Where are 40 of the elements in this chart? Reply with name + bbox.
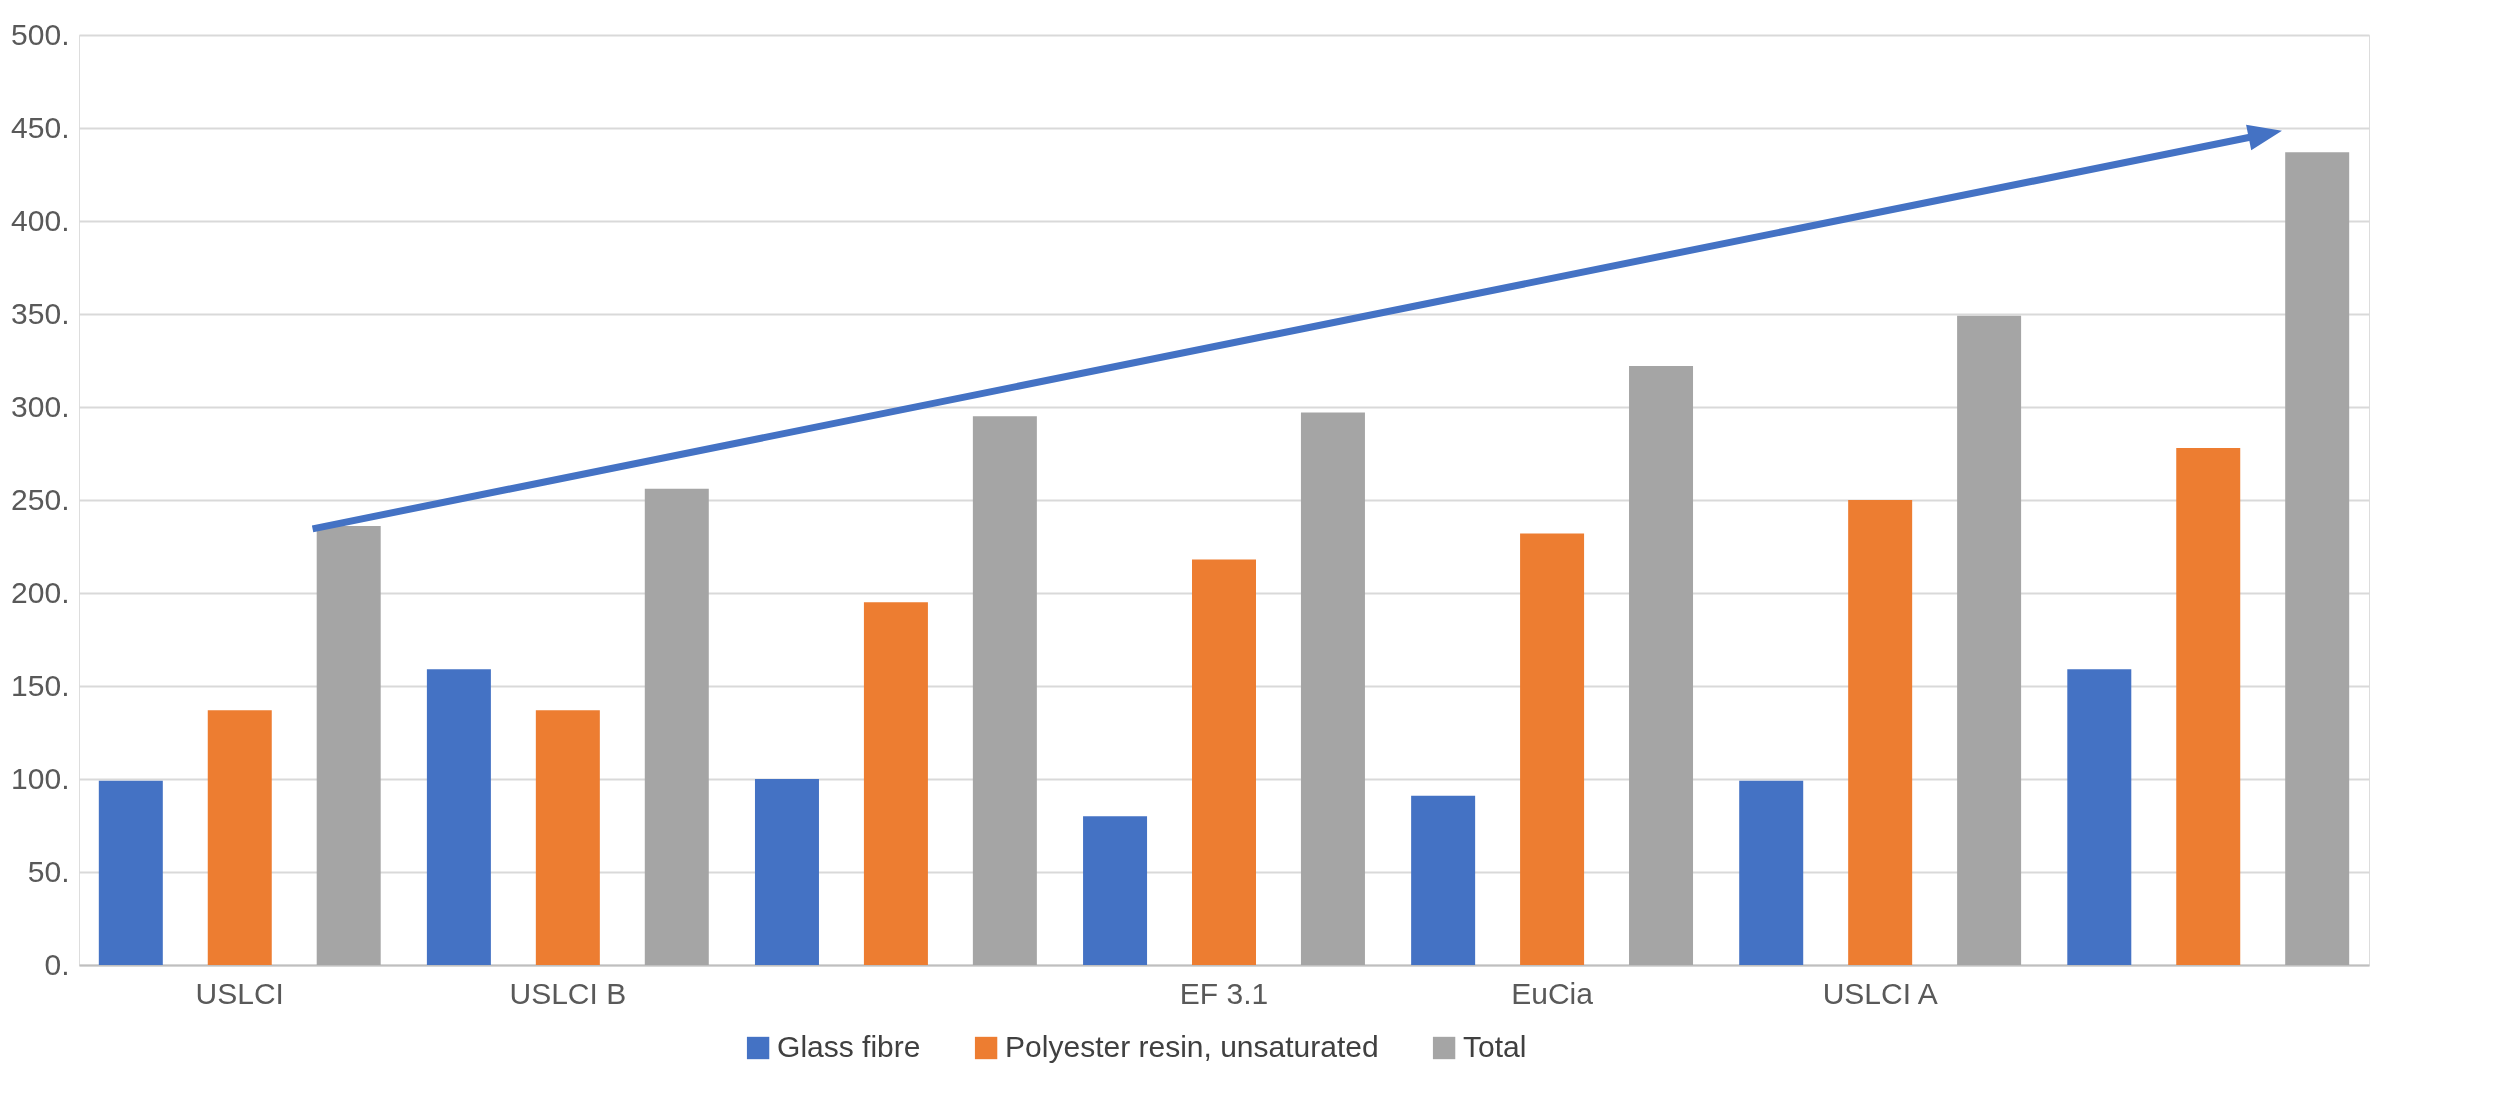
bar xyxy=(316,526,381,965)
x-tick-label: EuCia xyxy=(1511,976,1594,1010)
x-tick-label: USLCI xyxy=(195,976,284,1010)
y-tick-label: 150. xyxy=(11,668,70,702)
bar xyxy=(1957,315,2022,965)
bar xyxy=(972,416,1037,965)
y-tick-label: 0. xyxy=(44,947,70,981)
y-tick-label: 100. xyxy=(11,761,70,795)
bar xyxy=(1739,780,1804,965)
x-tick-label: USLCI B xyxy=(509,976,627,1010)
y-tick-label: 300. xyxy=(11,389,70,423)
y-tick-label: 50. xyxy=(27,854,70,888)
bar xyxy=(207,710,272,965)
legend-label: Total xyxy=(1463,1030,1527,1063)
y-tick-label: 350. xyxy=(11,296,70,330)
bar xyxy=(863,602,928,965)
bar xyxy=(1629,366,1694,965)
y-tick-label: 500. xyxy=(11,17,70,51)
bar xyxy=(2285,152,2350,965)
y-tick-label: 450. xyxy=(11,110,70,144)
x-tick-label: USLCI A xyxy=(1822,976,1938,1010)
legend-label: Polyester resin, unsaturated xyxy=(1005,1030,1379,1063)
bar xyxy=(1411,795,1476,965)
bar xyxy=(2067,669,2132,965)
bar xyxy=(644,488,709,965)
bar xyxy=(754,779,819,965)
legend-label: Glass fibre xyxy=(777,1030,921,1063)
bar xyxy=(1848,500,1913,965)
bar xyxy=(2176,447,2241,965)
bar xyxy=(1192,559,1256,965)
y-tick-label: 200. xyxy=(11,575,70,609)
bar xyxy=(98,780,163,965)
y-tick-label: 250. xyxy=(11,482,70,516)
bar xyxy=(1300,412,1365,965)
bar xyxy=(1083,816,1148,965)
x-tick-label: EF 3.1 xyxy=(1179,976,1269,1010)
bar xyxy=(1520,533,1585,965)
y-tick-label: 400. xyxy=(11,203,70,237)
bar xyxy=(426,669,491,965)
bar xyxy=(535,710,600,965)
